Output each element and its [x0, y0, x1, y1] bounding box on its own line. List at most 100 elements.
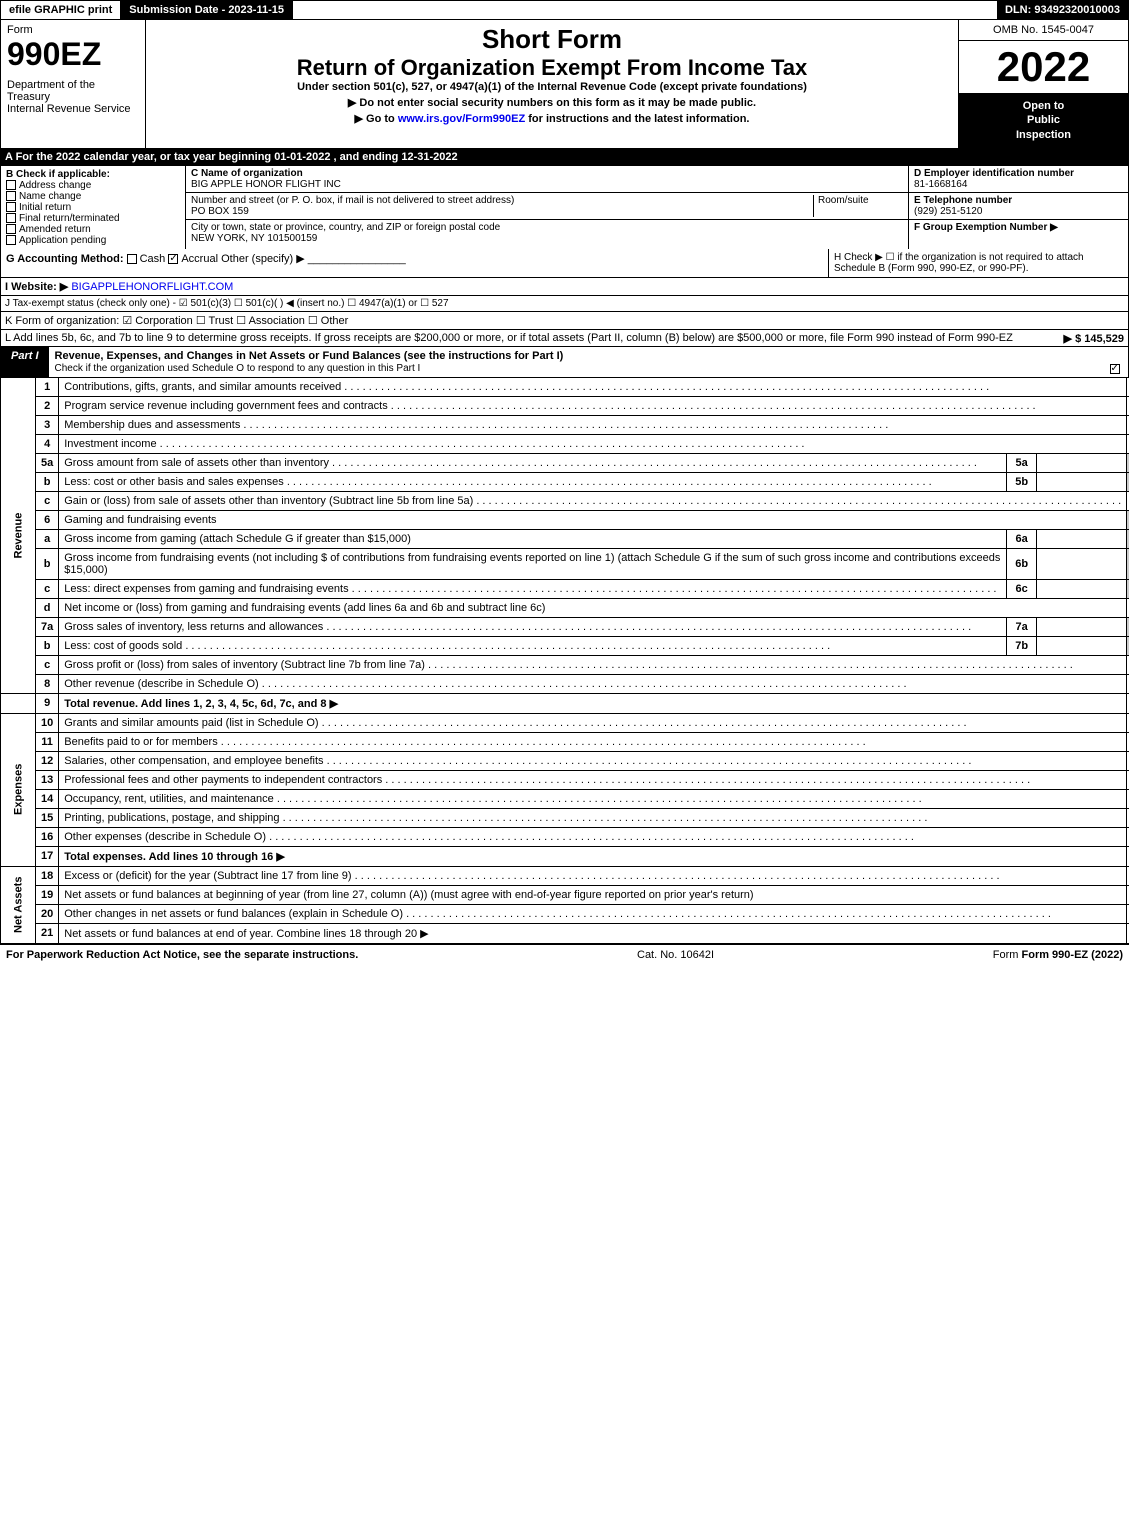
ln-12-no: 12 [36, 751, 59, 770]
ln-5b-sv [1037, 472, 1127, 491]
ln-5b-desc: Less: cost or other basis and sales expe… [59, 472, 1007, 491]
footer-mid: Cat. No. 10642I [637, 949, 714, 961]
irs-label: Internal Revenue Service [7, 103, 139, 115]
c-room-lbl: Room/suite [818, 195, 869, 206]
ln-16-no: 16 [36, 827, 59, 846]
b-opt-final[interactable]: Final return/terminated [6, 213, 180, 224]
page-footer: For Paperwork Reduction Act Notice, see … [0, 944, 1129, 965]
ln-6a-sv [1037, 529, 1127, 548]
part-i-label: Part I [1, 347, 49, 377]
h-check: H Check ▶ ☐ if the organization is not r… [828, 249, 1128, 277]
ln-5c-no: c [36, 491, 59, 510]
g-cash-cb[interactable] [127, 254, 137, 264]
ln-6c-no: c [36, 579, 59, 598]
goto-link[interactable]: www.irs.gov/Form990EZ [398, 113, 525, 125]
footer-right: Form Form 990-EZ (2022) [993, 949, 1123, 961]
b-opt-initial[interactable]: Initial return [6, 202, 180, 213]
b-opt-amended[interactable]: Amended return [6, 224, 180, 235]
part-i-title: Revenue, Expenses, and Changes in Net As… [49, 347, 1104, 377]
form-number: 990EZ [7, 36, 139, 73]
l-gross-receipts: L Add lines 5b, 6c, and 7b to line 9 to … [0, 330, 1129, 347]
c-city-row: City or town, state or province, country… [186, 220, 908, 246]
g-accrual-cb[interactable] [168, 254, 178, 264]
ln-6-no: 6 [36, 510, 59, 529]
ln-13-no: 13 [36, 770, 59, 789]
ln-5a-sn: 5a [1007, 453, 1037, 472]
section-c: C Name of organization BIG APPLE HONOR F… [186, 166, 908, 249]
topbar-spacer [293, 1, 997, 19]
part-i-checkbox[interactable] [1104, 347, 1128, 377]
tel-value: (929) 251-5120 [914, 206, 982, 217]
ln-6d-no: d [36, 598, 59, 617]
ln-21-no: 21 [36, 923, 59, 943]
ln-10-desc: Grants and similar amounts paid (list in… [59, 713, 1127, 732]
b-opt-pending[interactable]: Application pending [6, 235, 180, 246]
g-accounting: G Accounting Method: Cash Accrual Other … [1, 249, 828, 277]
ln-8-desc: Other revenue (describe in Schedule O) [59, 674, 1127, 693]
ln-20-no: 20 [36, 904, 59, 923]
omb-number: OMB No. 1545-0047 [959, 20, 1128, 41]
under-section: Under section 501(c), 527, or 4947(a)(1)… [150, 81, 954, 93]
org-street: PO BOX 159 [191, 206, 249, 217]
ssn-warning: ▶ Do not enter social security numbers o… [150, 96, 954, 109]
ln-11-no: 11 [36, 732, 59, 751]
b-opt-name[interactable]: Name change [6, 191, 180, 202]
ln-2-desc: Program service revenue including govern… [59, 396, 1127, 415]
form-header: Form 990EZ Department of the Treasury In… [0, 20, 1129, 149]
ln-17-desc: Total expenses. Add lines 10 through 16 [59, 846, 1127, 866]
efile-label: efile GRAPHIC print [1, 1, 121, 19]
open-line2: Public [963, 113, 1124, 127]
ln-3-desc: Membership dues and assessments [59, 415, 1127, 434]
ln-8-no: 8 [36, 674, 59, 693]
f-group-lbl: F Group Exemption Number ▶ [914, 222, 1058, 233]
i-website-row: I Website: ▶ BIGAPPLEHONORFLIGHT.COM [0, 278, 1129, 296]
blank-side-9 [1, 693, 36, 713]
open-line3: Inspection [963, 128, 1124, 142]
part-i-header: Part I Revenue, Expenses, and Changes in… [0, 347, 1129, 378]
ln-6b-sn: 6b [1007, 548, 1037, 579]
l-text: L Add lines 5b, 6c, and 7b to line 9 to … [5, 332, 1013, 344]
ln-6a-sn: 6a [1007, 529, 1037, 548]
open-public-badge: Open to Public Inspection [959, 93, 1128, 148]
ein-value: 81-1668164 [914, 179, 967, 190]
l-amount: ▶ $ 145,529 [1064, 332, 1124, 345]
ln-6c-sv [1037, 579, 1127, 598]
open-line1: Open to [963, 99, 1124, 113]
ln-5a-desc: Gross amount from sale of assets other t… [59, 453, 1007, 472]
ln-6b-sv [1037, 548, 1127, 579]
ln-7c-no: c [36, 655, 59, 674]
ln-1-no: 1 [36, 378, 59, 397]
ln-1-desc: Contributions, gifts, grants, and simila… [59, 378, 1127, 397]
c-name-lbl: C Name of organization [191, 168, 303, 179]
ln-3-no: 3 [36, 415, 59, 434]
org-name: BIG APPLE HONOR FLIGHT INC [191, 179, 341, 190]
ln-16-desc: Other expenses (describe in Schedule O) [59, 827, 1127, 846]
ln-18-no: 18 [36, 866, 59, 885]
b-header: B Check if applicable: [6, 169, 180, 180]
ln-9-desc: Total revenue. Add lines 1, 2, 3, 4, 5c,… [59, 693, 1127, 713]
header-left: Form 990EZ Department of the Treasury In… [1, 20, 146, 148]
form-word: Form [7, 24, 139, 36]
header-right: OMB No. 1545-0047 2022 Open to Public In… [958, 20, 1128, 148]
header-mid: Short Form Return of Organization Exempt… [146, 20, 958, 148]
ln-9-no: 9 [36, 693, 59, 713]
lines-table: Revenue 1 Contributions, gifts, grants, … [0, 378, 1129, 944]
website-link[interactable]: BIGAPPLEHONORFLIGHT.COM [71, 281, 233, 293]
ln-7b-sn: 7b [1007, 636, 1037, 655]
goto-line: ▶ Go to www.irs.gov/Form990EZ for instru… [150, 112, 954, 125]
j-tax-status: J Tax-exempt status (check only one) - ☑… [0, 296, 1129, 312]
k-org-form: K Form of organization: ☑ Corporation ☐ … [0, 312, 1129, 330]
section-def: D Employer identification number 81-1668… [908, 166, 1128, 249]
b-opt-address[interactable]: Address change [6, 180, 180, 191]
ln-7b-sv [1037, 636, 1127, 655]
ln-10-no: 10 [36, 713, 59, 732]
e-tel-lbl: E Telephone number [914, 195, 1012, 206]
top-bar: efile GRAPHIC print Submission Date - 20… [0, 0, 1129, 20]
ln-6c-desc: Less: direct expenses from gaming and fu… [59, 579, 1007, 598]
g-other: Other (specify) ▶ [221, 253, 305, 265]
ln-7b-no: b [36, 636, 59, 655]
netassets-side-label: Net Assets [1, 866, 36, 943]
f-group: F Group Exemption Number ▶ [909, 220, 1128, 235]
bcd-grid: B Check if applicable: Address change Na… [0, 166, 1129, 249]
dln: DLN: 93492320010003 [997, 1, 1128, 19]
